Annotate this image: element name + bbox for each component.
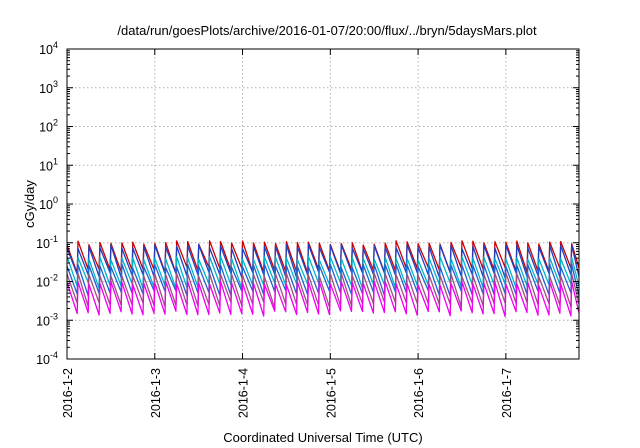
x-tick-label: 2016-1-4 — [237, 368, 251, 418]
y-tick-label: 10-1 — [36, 234, 58, 251]
tick-marks — [66, 48, 579, 360]
series-group — [66, 240, 580, 318]
x-axis-label: Coordinated Universal Time (UTC) — [223, 430, 422, 445]
x-tick-label: 2016-1-6 — [412, 368, 426, 418]
x-tick-label: 2016-1-3 — [149, 368, 163, 418]
y-tick-labels: 10-4 10-3 10-2 10-1 100 101 102 103 104 — [36, 40, 58, 367]
x-tick-labels: 2016-1-2 2016-1-3 2016-1-4 2016-1-5 2016-1-6… — [61, 368, 514, 418]
series-line — [66, 280, 580, 318]
chart-title: /data/run/goesPlots/archive/2016-01-07/2… — [117, 23, 537, 38]
y-tick-label: 101 — [39, 156, 58, 173]
x-tick-label: 2016-1-5 — [324, 368, 338, 418]
y-tick-label: 103 — [39, 79, 58, 96]
x-tick-label: 2016-1-7 — [500, 368, 514, 418]
grid-lines — [67, 49, 579, 359]
y-tick-label: 10-2 — [36, 273, 58, 290]
y-tick-label: 100 — [39, 195, 58, 212]
x-tick-label: 2016-1-2 — [61, 368, 75, 418]
y-axis-label: cGy/day — [22, 180, 37, 228]
y-tick-label: 104 — [39, 40, 58, 57]
y-tick-label: 102 — [39, 118, 58, 135]
y-tick-label: 10-3 — [36, 311, 58, 328]
y-tick-label: 10-4 — [36, 350, 58, 367]
